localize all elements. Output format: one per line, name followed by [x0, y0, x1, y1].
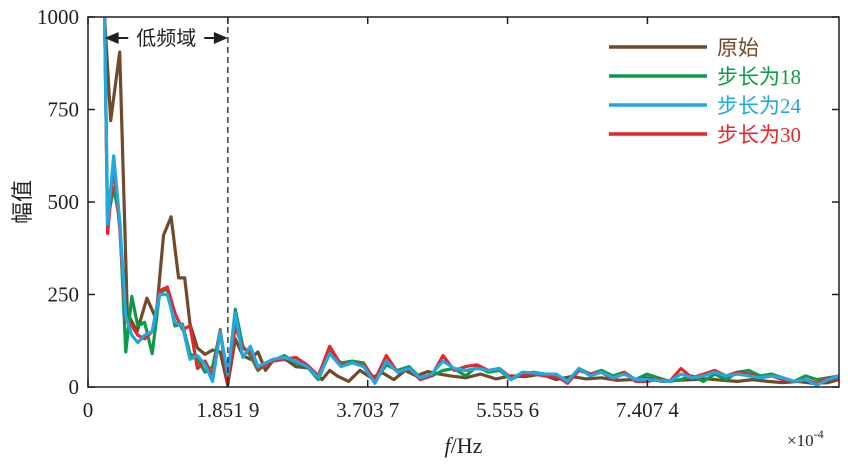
- x-axis-title-symbol: f: [445, 433, 454, 458]
- y-axis-title: 幅值: [10, 180, 35, 224]
- y-tick-label: 500: [48, 190, 80, 214]
- x-tick-label: 0: [83, 398, 94, 422]
- series-3-legend-label: 步长为30: [717, 123, 801, 147]
- x-axis-title-unit: /Hz: [451, 433, 483, 458]
- y-tick-label: 1000: [37, 5, 79, 29]
- series-4-line: [102, 17, 839, 387]
- series-1-legend-label: 原始: [717, 36, 759, 60]
- y-tick-label: 250: [48, 283, 80, 307]
- x-tick-label: 3.703 7: [336, 398, 399, 422]
- series-4-legend-label: 步长为24: [717, 94, 801, 118]
- x-tick-label: 7.407 4: [616, 398, 680, 422]
- x-axis-multiplier: ×10-4: [787, 427, 824, 450]
- x-axis-multiplier-exponent: -4: [814, 427, 824, 441]
- x-axis-title: f/Hz: [445, 433, 483, 458]
- low-frequency-label: 低频域: [136, 27, 196, 50]
- series-2-legend-label: 步长为18: [717, 65, 801, 89]
- plot-lines: [102, 17, 839, 387]
- y-axis: 0 250 500 750 1000: [37, 5, 839, 399]
- y-tick-label: 0: [69, 375, 80, 399]
- y-tick-label: 750: [48, 98, 80, 122]
- annotation-arrow-left-head: [104, 32, 119, 44]
- x-tick-label: 5.555 6: [476, 398, 539, 422]
- x-axis: 0 1.851 9 3.703 7 5.555 6 7.407 4: [83, 17, 680, 422]
- x-axis-multiplier-base: ×10: [787, 431, 814, 450]
- annotation-arrow-right-head: [213, 32, 228, 44]
- x-tick-label: 1.851 9: [196, 398, 259, 422]
- low-frequency-annotation: 低频域: [104, 27, 228, 50]
